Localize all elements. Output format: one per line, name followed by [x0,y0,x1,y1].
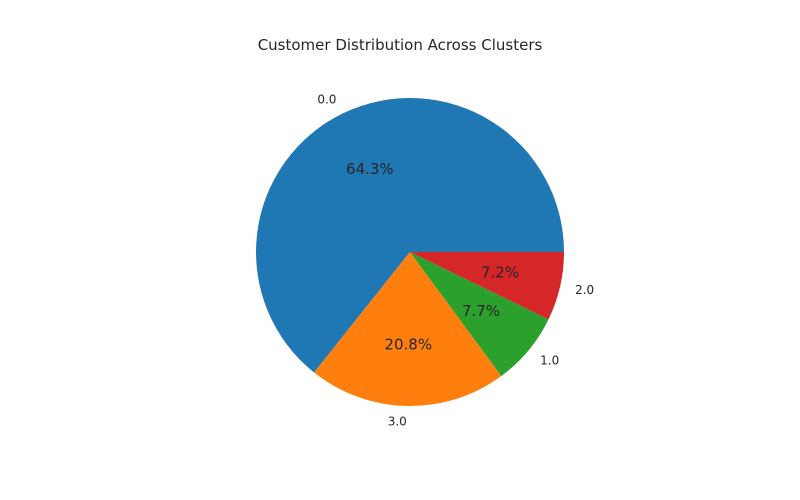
pie-pct-label: 20.8% [384,335,432,353]
pie-slice-1.0 [410,252,549,377]
pie-category-label: 2.0 [575,283,594,297]
pie-slice-3.0 [314,252,502,406]
pie-slice-0.0 [255,97,564,373]
pie-pct-label: 7.2% [481,264,519,282]
pie-category-label: 0.0 [317,92,336,106]
pie-category-label: 1.0 [540,353,559,367]
pie-category-label: 3.0 [388,414,407,428]
pie-pct-label: 64.3% [346,160,394,178]
pie-pct-label: 7.7% [462,302,500,320]
chart-title: Customer Distribution Across Clusters [257,36,543,54]
pie-slice-2.0 [410,252,564,320]
